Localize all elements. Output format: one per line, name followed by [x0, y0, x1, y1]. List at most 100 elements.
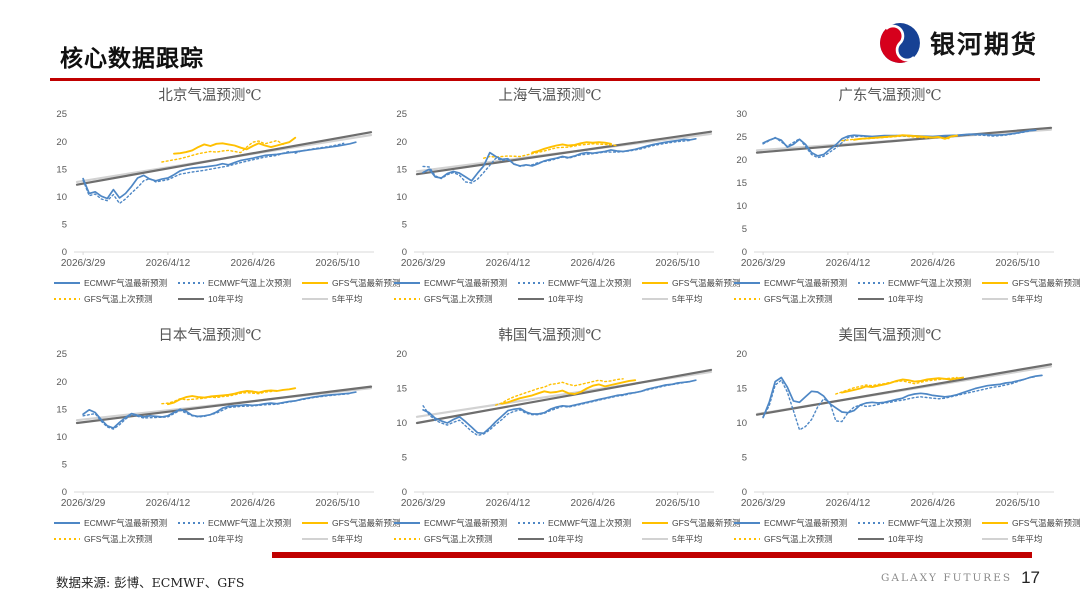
slide-header: 核心数据跟踪 银河期货	[0, 0, 1080, 81]
svg-text:5: 5	[62, 220, 67, 231]
legend-item-avg5: 5年平均	[302, 293, 400, 305]
ecmwf_new-line-swatch-icon	[734, 521, 760, 525]
svg-text:2026/5/10: 2026/5/10	[315, 258, 360, 269]
legend-label: GFS气温上次预测	[764, 534, 833, 544]
chart-plot: 0 5 10 15 20 25 30 2026/3/29 2026/4/12 2026/4/26 2…	[736, 109, 1054, 269]
gfs_prev-line-swatch-icon	[734, 297, 760, 301]
chart-card: 日本气温预测℃ 0 5 10 15 20 25 2026/3/29 2026/4/12 2026…	[40, 326, 400, 550]
legend-item-ecmwf_new: ECMWF气温最新预测	[394, 277, 518, 289]
svg-text:2026/4/12: 2026/4/12	[146, 498, 191, 509]
svg-text:2026/3/29: 2026/3/29	[61, 498, 106, 509]
svg-text:2026/4/26: 2026/4/26	[571, 258, 616, 269]
legend-label: 10年平均	[548, 534, 583, 544]
legend-label: ECMWF气温上次预测	[888, 518, 972, 528]
legend-item-ecmwf_new: ECMWF气温最新预测	[734, 277, 858, 289]
legend-item-gfs_prev: GFS气温上次预测	[734, 533, 858, 545]
legend-label: ECMWF气温上次预测	[208, 278, 292, 288]
chart-title: 上海气温预测℃	[498, 88, 602, 104]
svg-text:10: 10	[736, 201, 747, 212]
legend-item-gfs_prev: GFS气温上次预测	[54, 533, 178, 545]
brand-footer: GALAXY FUTURES 17	[881, 568, 1040, 588]
legend-item-avg10: 10年平均	[858, 293, 982, 305]
gfs_prev-line-swatch-icon	[54, 537, 80, 541]
svg-text:10: 10	[56, 192, 67, 203]
legend-item-ecmwf_new: ECMWF气温最新预测	[734, 517, 858, 529]
legend-item-avg10: 10年平均	[518, 533, 642, 545]
legend-item-avg5: 5年平均	[642, 533, 740, 545]
legend-item-gfs_prev: GFS气温上次预测	[54, 293, 178, 305]
svg-text:20: 20	[56, 377, 67, 388]
svg-text:0: 0	[62, 487, 67, 498]
svg-text:10: 10	[736, 418, 747, 429]
chart-legend: ECMWF气温最新预测 ECMWF气温上次预测 GFS气温最新预测 GFS气温上次预测…	[380, 277, 740, 305]
footer-brand: GALAXY FUTURES	[881, 572, 1013, 584]
chart-title: 韩国气温预测℃	[498, 328, 602, 344]
legend-item-gfs_prev: GFS气温上次预测	[394, 533, 518, 545]
svg-text:5: 5	[402, 220, 407, 231]
svg-text:2026/4/26: 2026/4/26	[231, 258, 276, 269]
gfs_prev-line-swatch-icon	[54, 297, 80, 301]
legend-label: 10年平均	[888, 294, 923, 304]
svg-text:10: 10	[56, 432, 67, 443]
svg-text:5: 5	[742, 453, 747, 464]
avg5-line-swatch-icon	[642, 537, 668, 541]
legend-label: 5年平均	[672, 294, 703, 304]
legend-item-gfs_prev: GFS气温上次预测	[394, 293, 518, 305]
legend-item-ecmwf_prev: ECMWF气温上次预测	[178, 277, 302, 289]
legend-item-ecmwf_new: ECMWF气温最新预测	[54, 517, 178, 529]
legend-label: 10年平均	[208, 534, 243, 544]
brand-name: 银河期货	[929, 31, 1038, 59]
legend-label: ECMWF气温上次预测	[548, 278, 632, 288]
legend-item-avg5: 5年平均	[642, 293, 740, 305]
ecmwf_new-line-swatch-icon	[394, 281, 420, 285]
avg10-line-swatch-icon	[518, 537, 544, 541]
svg-text:2026/4/12: 2026/4/12	[826, 258, 871, 269]
legend-label: ECMWF气温上次预测	[548, 518, 632, 528]
legend-item-gfs_new: GFS气温最新预测	[642, 517, 740, 529]
svg-text:0: 0	[742, 247, 747, 258]
svg-text:20: 20	[396, 137, 407, 148]
svg-text:2026/4/26: 2026/4/26	[231, 498, 276, 509]
legend-label: ECMWF气温最新预测	[84, 278, 168, 288]
legend-label: GFS气温最新预测	[1012, 518, 1080, 528]
svg-text:5: 5	[402, 453, 407, 464]
legend-item-gfs_new: GFS气温最新预测	[642, 277, 740, 289]
gfs_new-line-swatch-icon	[642, 281, 668, 285]
svg-text:15: 15	[396, 164, 407, 175]
legend-item-avg5: 5年平均	[982, 293, 1080, 305]
chart-legend: ECMWF气温最新预测 ECMWF气温上次预测 GFS气温最新预测 GFS气温上次预测…	[40, 517, 400, 545]
chart-card: 美国气温预测℃ 0 5 10 15 20 2026/3/29 2026/4/12 2026/4…	[720, 326, 1080, 550]
legend-item-ecmwf_new: ECMWF气温最新预测	[54, 277, 178, 289]
svg-text:25: 25	[396, 109, 407, 120]
avg10-line-swatch-icon	[858, 537, 884, 541]
gfs_new-line-swatch-icon	[302, 281, 328, 285]
svg-text:2026/4/12: 2026/4/12	[146, 258, 191, 269]
avg5-line-swatch-icon	[302, 297, 328, 301]
chart-legend: ECMWF气温最新预测 ECMWF气温上次预测 GFS气温最新预测 GFS气温上次预测…	[720, 517, 1080, 545]
legend-label: GFS气温上次预测	[84, 534, 153, 544]
svg-text:2026/5/10: 2026/5/10	[995, 258, 1040, 269]
svg-text:15: 15	[56, 404, 67, 415]
ecmwf_new-line-swatch-icon	[394, 521, 420, 525]
svg-text:10: 10	[396, 418, 407, 429]
avg10-line-swatch-icon	[858, 297, 884, 301]
legend-label: GFS气温上次预测	[424, 294, 493, 304]
legend-item-avg10: 10年平均	[178, 293, 302, 305]
gfs_prev-line-swatch-icon	[734, 537, 760, 541]
avg5-line-swatch-icon	[642, 297, 668, 301]
legend-label: 10年平均	[548, 294, 583, 304]
svg-text:0: 0	[62, 247, 67, 258]
svg-text:2026/4/12: 2026/4/12	[826, 498, 871, 509]
svg-text:30: 30	[736, 109, 747, 120]
ecmwf_new-line-swatch-icon	[54, 521, 80, 525]
legend-item-gfs_prev: GFS气温上次预测	[734, 293, 858, 305]
ecmwf_prev-line-swatch-icon	[858, 521, 884, 525]
legend-item-ecmwf_prev: ECMWF气温上次预测	[518, 277, 642, 289]
avg10-line-swatch-icon	[178, 537, 204, 541]
svg-text:2026/5/10: 2026/5/10	[315, 498, 360, 509]
gfs_new-line-swatch-icon	[642, 521, 668, 525]
svg-text:10: 10	[396, 192, 407, 203]
legend-item-avg5: 5年平均	[302, 533, 400, 545]
svg-text:15: 15	[56, 164, 67, 175]
legend-item-avg10: 10年平均	[858, 533, 982, 545]
